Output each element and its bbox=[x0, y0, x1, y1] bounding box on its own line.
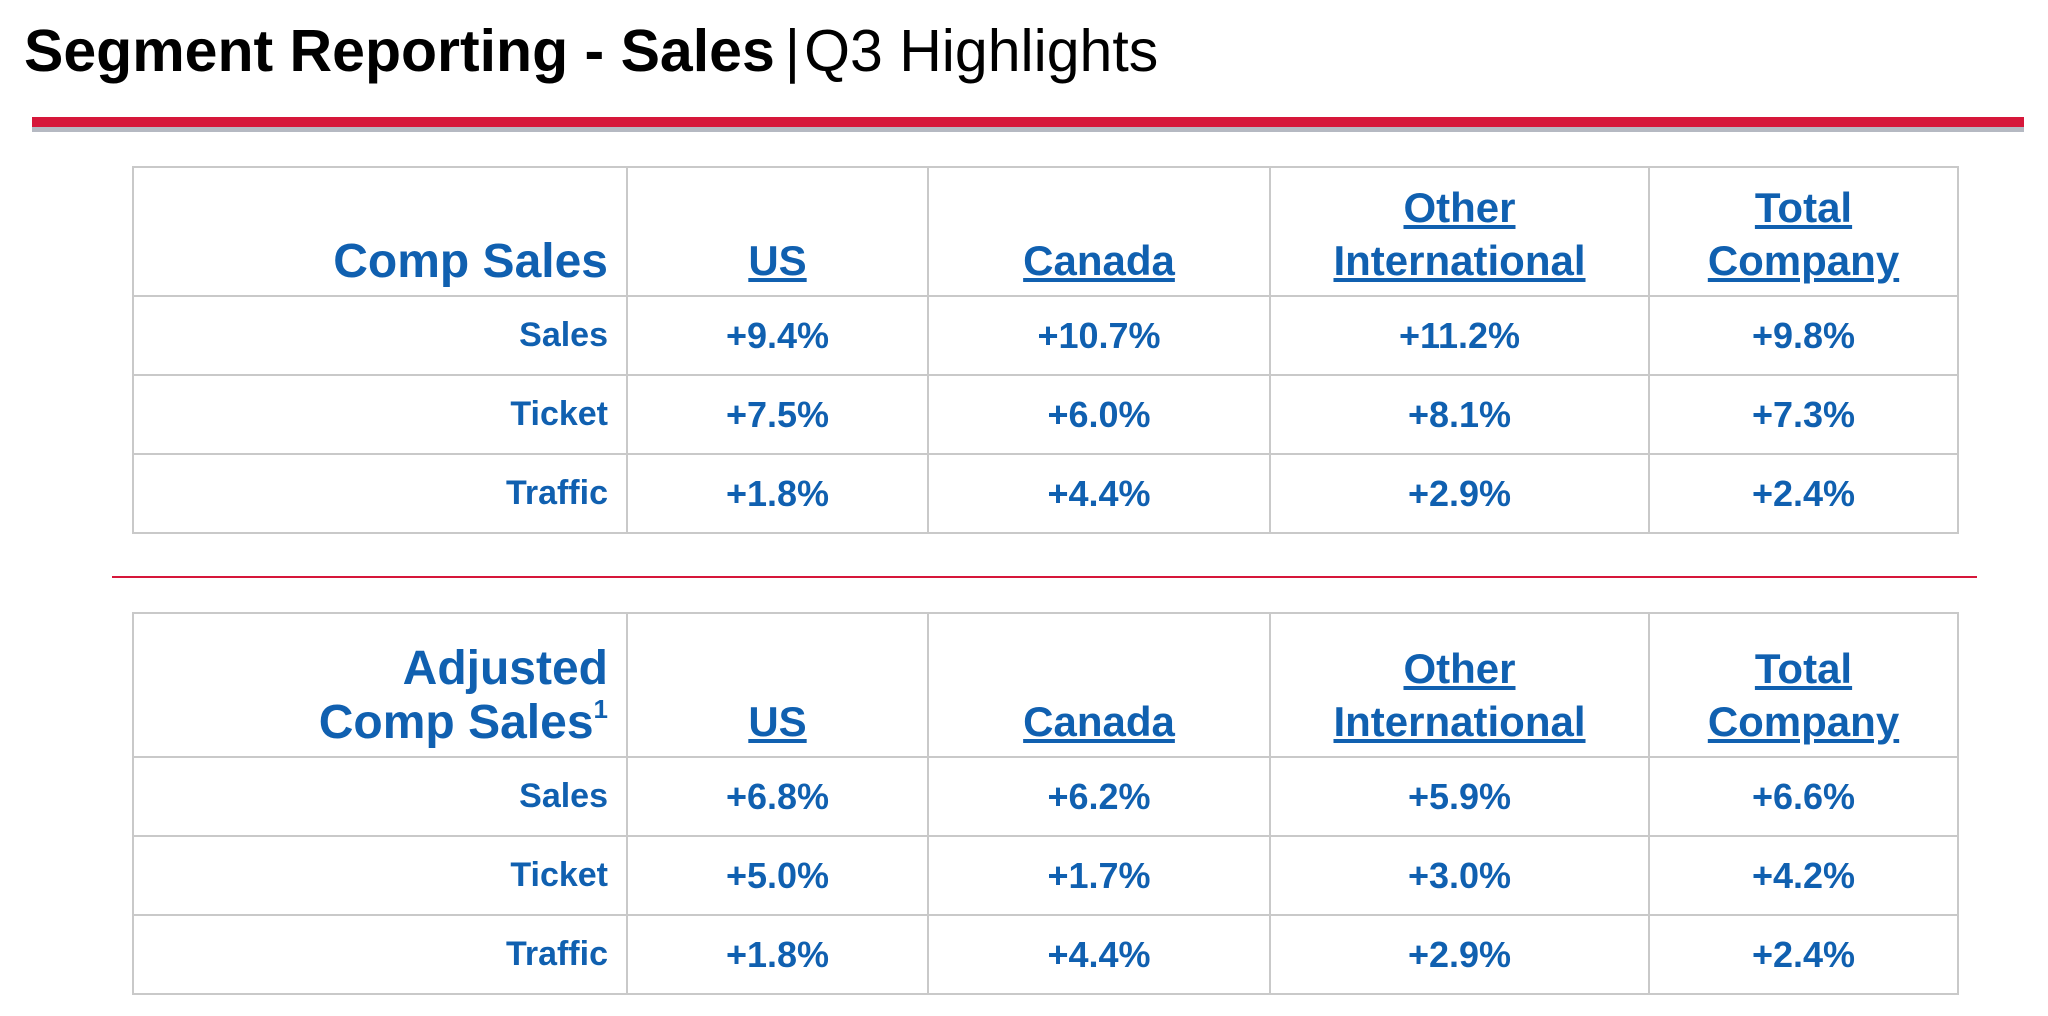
cell-other-international-ticket: +3.0% bbox=[1269, 835, 1650, 916]
column-header-other-international: Other International bbox=[1269, 612, 1650, 758]
row-label-sales: Sales bbox=[132, 295, 628, 376]
cell-total-company-sales: +6.6% bbox=[1648, 756, 1959, 837]
cell-us-sales: +9.4% bbox=[626, 295, 929, 376]
column-header-line: Company bbox=[1707, 237, 1900, 284]
column-header-line: Total bbox=[1754, 645, 1853, 692]
table-row-ticket: Ticket +5.0% +1.7% +3.0% +4.2% bbox=[132, 835, 1959, 916]
section-title-line: Comp Sales bbox=[318, 696, 594, 749]
cell-total-company-traffic: +2.4% bbox=[1648, 914, 1959, 995]
page-title-subtitle: Q3 Highlights bbox=[804, 18, 1159, 84]
title-underline-rule bbox=[32, 117, 2024, 127]
column-header-line: International bbox=[1333, 237, 1586, 284]
cell-canada-ticket: +1.7% bbox=[927, 835, 1271, 916]
row-label-ticket: Ticket bbox=[132, 835, 628, 916]
table-row-sales: Sales +9.4% +10.7% +11.2% +9.8% bbox=[132, 295, 1959, 376]
cell-canada-sales: +6.2% bbox=[927, 756, 1271, 837]
cell-other-international-traffic: +2.9% bbox=[1269, 914, 1650, 995]
column-header-canada: Canada bbox=[927, 612, 1271, 758]
page-title: Segment Reporting - Sales |Q3 Highlights bbox=[24, 14, 1158, 88]
table-row-sales: Sales +6.8% +6.2% +5.9% +6.6% bbox=[132, 756, 1959, 837]
page-title-separator: | bbox=[784, 18, 801, 84]
row-label-traffic: Traffic bbox=[132, 914, 628, 995]
title-underline-shadow bbox=[32, 127, 2024, 132]
cell-us-ticket: +7.5% bbox=[626, 374, 929, 455]
comp-sales-title: Comp Sales bbox=[132, 166, 628, 297]
column-header-line: Other bbox=[1403, 184, 1516, 231]
row-label-sales: Sales bbox=[132, 756, 628, 837]
adjusted-comp-sales-title: Adjusted Comp Sales1 bbox=[132, 612, 628, 758]
cell-us-traffic: +1.8% bbox=[626, 914, 929, 995]
column-header-total-company: Total Company bbox=[1648, 166, 1959, 297]
cell-us-traffic: +1.8% bbox=[626, 453, 929, 534]
cell-us-ticket: +5.0% bbox=[626, 835, 929, 916]
cell-other-international-traffic: +2.9% bbox=[1269, 453, 1650, 534]
section-divider bbox=[112, 576, 1977, 578]
cell-total-company-ticket: +7.3% bbox=[1648, 374, 1959, 455]
column-header-line: Company bbox=[1707, 698, 1900, 745]
table-header-row: Comp Sales US Canada Other International … bbox=[132, 166, 1959, 297]
table-header-row: Adjusted Comp Sales1 US Canada Other Inter… bbox=[132, 612, 1959, 758]
cell-total-company-ticket: +4.2% bbox=[1648, 835, 1959, 916]
column-header-line: Total bbox=[1754, 184, 1853, 231]
cell-canada-ticket: +6.0% bbox=[927, 374, 1271, 455]
column-header-line: International bbox=[1333, 698, 1586, 745]
cell-us-sales: +6.8% bbox=[626, 756, 929, 837]
cell-total-company-sales: +9.8% bbox=[1648, 295, 1959, 376]
page-title-main: Segment Reporting - Sales bbox=[24, 18, 775, 84]
cell-other-international-ticket: +8.1% bbox=[1269, 374, 1650, 455]
column-header-us: US bbox=[626, 166, 929, 297]
column-header-total-company: Total Company bbox=[1648, 612, 1959, 758]
column-header-line: Other bbox=[1403, 645, 1516, 692]
cell-total-company-traffic: +2.4% bbox=[1648, 453, 1959, 534]
comp-sales-table: Comp Sales US Canada Other International … bbox=[132, 166, 1959, 534]
cell-canada-sales: +10.7% bbox=[927, 295, 1271, 376]
cell-canada-traffic: +4.4% bbox=[927, 453, 1271, 534]
cell-canada-traffic: +4.4% bbox=[927, 914, 1271, 995]
table-row-traffic: Traffic +1.8% +4.4% +2.9% +2.4% bbox=[132, 914, 1959, 995]
row-label-traffic: Traffic bbox=[132, 453, 628, 534]
footnote-marker: 1 bbox=[593, 694, 608, 724]
cell-other-international-sales: +5.9% bbox=[1269, 756, 1650, 837]
column-header-us: US bbox=[626, 612, 929, 758]
adjusted-comp-sales-table: Adjusted Comp Sales1 US Canada Other Inter… bbox=[132, 612, 1959, 995]
cell-other-international-sales: +11.2% bbox=[1269, 295, 1650, 376]
column-header-canada: Canada bbox=[927, 166, 1271, 297]
row-label-ticket: Ticket bbox=[132, 374, 628, 455]
column-header-other-international: Other International bbox=[1269, 166, 1650, 297]
section-title-line: Adjusted bbox=[402, 642, 608, 695]
table-row-traffic: Traffic +1.8% +4.4% +2.9% +2.4% bbox=[132, 453, 1959, 534]
table-row-ticket: Ticket +7.5% +6.0% +8.1% +7.3% bbox=[132, 374, 1959, 455]
